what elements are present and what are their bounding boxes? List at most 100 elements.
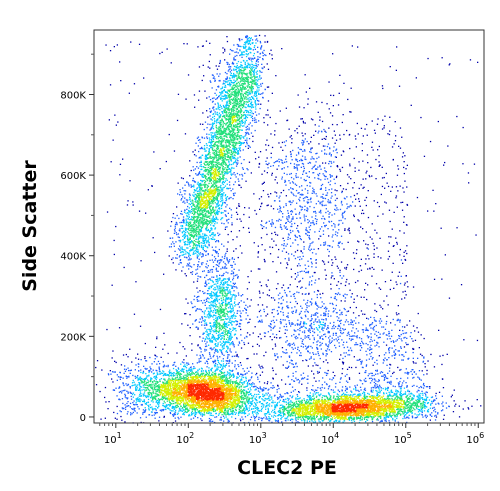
event-dot [318,278,320,280]
event-dot [200,309,202,311]
event-dot [325,349,327,352]
event-dot [388,209,391,211]
event-dot [426,369,428,372]
event-dot [344,284,347,287]
event-dot [346,278,348,281]
event-dot [208,344,210,346]
event-dot [309,87,311,89]
event-dot [405,332,408,334]
event-dot [306,347,308,349]
event-dot [104,396,106,399]
event-dot [304,264,306,266]
event-dot [166,405,168,407]
event-dot [271,221,273,223]
event-dot [358,322,360,324]
event-dot [333,130,335,132]
event-dot [400,259,403,261]
event-dot [320,323,322,326]
event-dot [216,251,218,253]
event-dot [239,184,241,186]
event-dot [158,405,160,408]
event-dot [355,328,358,330]
event-dot [209,108,211,110]
event-dot [360,269,363,271]
event-dot [198,321,200,323]
event-dot [259,208,261,210]
event-dot [425,398,427,401]
event-dot [181,251,183,253]
event-dot [297,94,299,96]
event-dot [320,306,322,309]
event-dot [343,211,345,214]
event-dot [320,184,323,187]
event-dot [325,335,327,338]
event-dot [266,404,268,406]
event-dot [287,253,290,255]
event-dot [234,263,236,265]
event-dot [183,200,185,202]
event-dot [208,243,210,245]
event-dot [183,359,185,361]
event-dot [217,106,219,108]
event-dot [285,367,287,369]
event-dot [273,240,275,242]
event-dot [140,393,142,395]
event-dot [328,255,330,257]
event-dot [303,321,305,323]
event-dot [374,320,376,322]
event-dot [310,147,312,149]
event-dot [154,417,156,419]
event-dot [369,323,371,326]
event-dot [237,178,239,180]
event-dot [277,283,279,285]
event-dot [346,294,348,296]
event-dot [308,226,310,228]
event-dot [179,259,182,261]
event-dot [204,285,206,287]
event-dot [215,416,218,418]
event-dot [193,366,195,368]
event-dot [171,237,174,239]
event-dot [268,162,270,164]
event-dot [313,134,315,136]
event-dot [300,118,302,120]
event-dot [435,392,437,395]
event-dot [217,232,219,234]
event-dot [240,220,242,222]
event-dot [255,396,258,398]
event-dot [280,321,282,323]
event-dot [313,358,315,360]
event-dot [204,302,206,304]
event-dot [228,354,230,356]
event-dot [312,187,314,189]
event-dot [433,400,435,402]
event-dot [425,394,427,396]
event-dot [289,419,292,421]
event-dot [316,157,318,160]
event-dot [301,286,303,288]
event-dot [228,260,230,263]
event-dot [403,346,406,348]
event-dot [327,199,329,201]
event-dot [386,377,388,379]
event-dot [300,321,302,323]
event-dot [227,70,229,72]
event-dot [319,116,321,118]
event-dot [414,339,417,341]
event-dot [288,383,291,385]
event-dot [215,98,217,100]
event-dot [393,143,395,145]
event-dot [437,120,439,123]
event-dot [280,322,282,325]
event-dot [318,319,320,321]
event-dot [377,380,379,383]
event-dot [242,226,245,229]
event-dot [219,419,221,421]
event-dot [183,253,185,255]
event-dot [212,261,215,263]
event-dot [361,362,363,364]
event-dot [325,395,327,397]
event-dot [129,391,131,393]
event-dot [337,319,339,322]
event-dot [227,278,229,280]
